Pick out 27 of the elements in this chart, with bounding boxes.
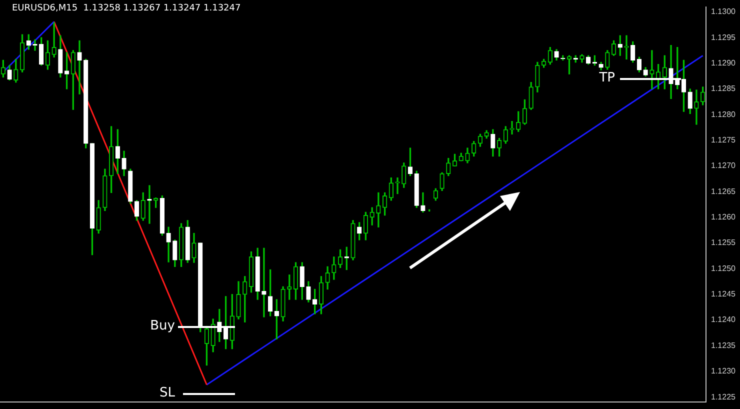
y-tick-label: 1.1255: [711, 238, 736, 248]
annotation: TP: [598, 70, 616, 86]
y-tick-label: 1.1225: [711, 392, 736, 402]
y-tick-label: 1.1240: [711, 315, 736, 324]
y-tick-label: 1.1300: [711, 7, 736, 16]
y-tick-label: 1.1260: [711, 212, 736, 222]
annotation: Buy: [150, 318, 176, 334]
candlestick: [694, 90, 699, 125]
annotation: SL: [160, 385, 176, 400]
y-tick-label: 1.1290: [711, 58, 736, 68]
candlestick: [650, 50, 654, 90]
y-tick-label: 1.1250: [711, 264, 736, 273]
candlestick: [52, 22, 56, 58]
y-tick-label: 1.1245: [711, 290, 736, 299]
y-tick-label: 1.1280: [711, 110, 736, 119]
y-tick-label: 1.1265: [711, 186, 736, 196]
candlestick: [510, 120, 514, 134]
candlestick: [77, 40, 82, 94]
y-tick-label: 1.1295: [711, 32, 736, 42]
chart-title: EURUSD6,M15 1.13258 1.13267 1.13247 1.13247: [12, 3, 241, 14]
y-tick-label: 1.1270: [711, 161, 736, 170]
y-tick-label: 1.1230: [711, 366, 736, 376]
y-tick-label: 1.1235: [711, 340, 736, 350]
candlestick: [262, 248, 266, 318]
y-tick-label: 1.1275: [711, 136, 736, 145]
y-tick-label: 1.1285: [711, 84, 736, 94]
candlestick: [376, 192, 381, 228]
